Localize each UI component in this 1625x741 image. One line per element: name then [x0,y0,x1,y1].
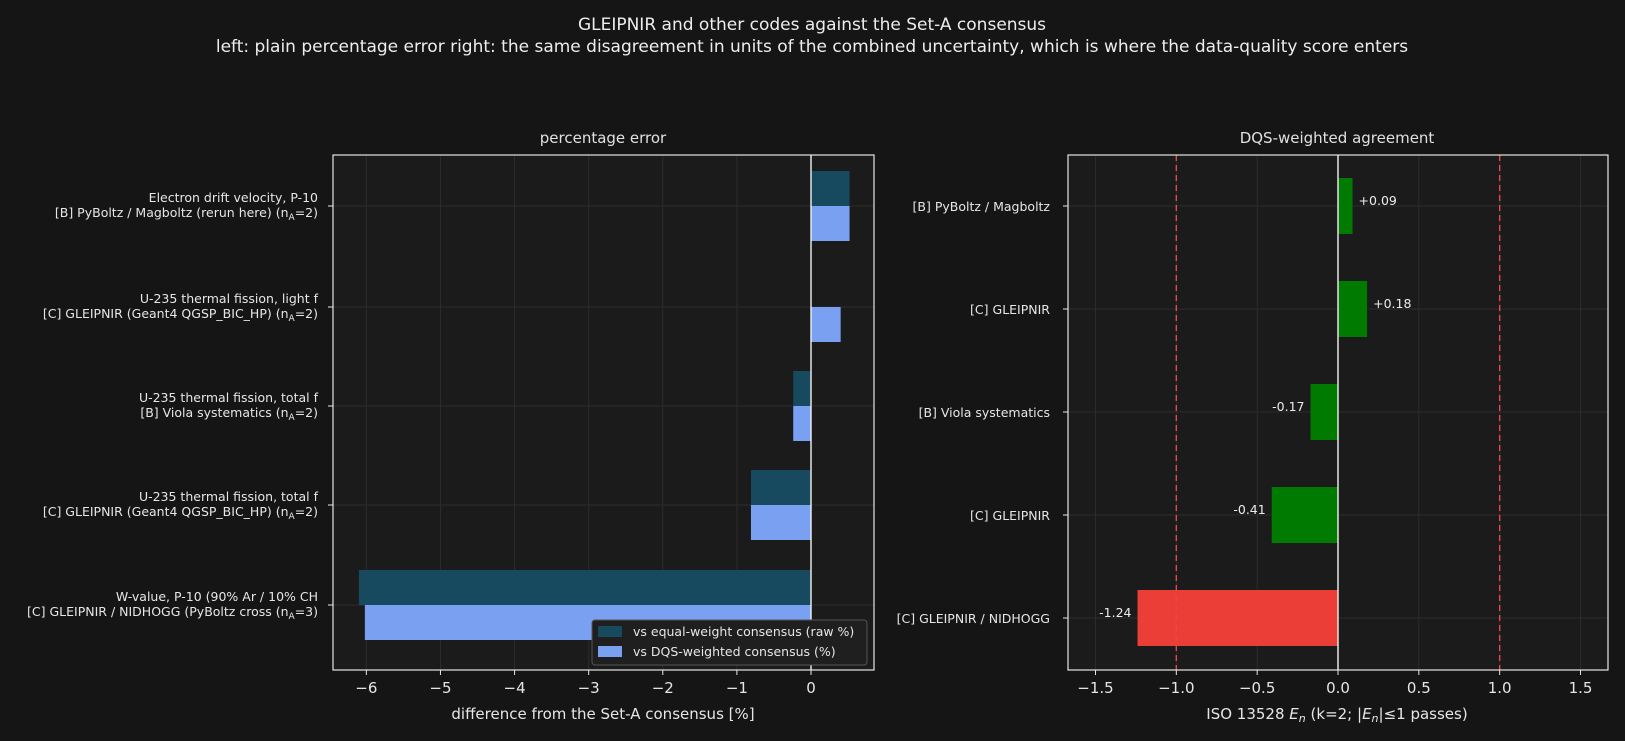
left-y-label-line2: [C] GLEIPNIR / NIDHOGG (PyBoltz cross (n… [27,604,318,622]
right-bar-4 [1137,590,1338,646]
left-y-label-line2: [B] PyBoltz / Magboltz (rerun here) (nA=… [55,205,318,223]
left-x-tick-label: −4 [504,679,526,697]
right-bar-value-label: -0.41 [1233,502,1265,517]
left-y-label-line2: [C] GLEIPNIR (Geant4 QGSP_BIC_HP) (nA=2) [43,306,318,324]
right-y-label-c-gleipnir: [C] GLEIPNIR [970,508,1050,523]
left-x-tick-label: −2 [652,679,674,697]
right-bar-1 [1338,281,1368,337]
left-bar-dqs-weighted-0 [811,206,850,241]
left-panel-title: percentage error [540,129,667,147]
legend-swatch-equal-weight [598,626,622,637]
legend: vs equal-weight consensus (raw %) vs DQS… [591,619,868,666]
left-bars [358,155,850,670]
left-x-tick-label: −1 [726,679,748,697]
legend-box [591,619,868,666]
figure-title: GLEIPNIR and other codes against the Set… [578,15,1046,35]
left-x-tick-label: 0 [806,679,816,697]
right-bars: +0.09 +0.18 -0.17 -0.41 -1.24 [1099,155,1501,670]
right-panel-title: DQS-weighted agreement [1240,129,1435,147]
right-x-tick-label: −0.5 [1239,679,1275,697]
left-bar-equal-weight-4 [358,570,812,605]
left-y-label-line1: W-value, P-10 (90% Ar / 10% CH [116,589,318,604]
figure-subtitle: left: plain percentage error right: the … [216,37,1408,57]
right-x-tick-labels: −1.5 −1.0 −0.5 0.0 0.5 1.0 1.5 [1077,670,1592,697]
left-x-tick-labels: −6 −5 −4 −3 −2 −1 0 [355,670,816,697]
right-bar-3 [1271,487,1338,543]
right-bar-value-label: -1.24 [1099,605,1131,620]
right-y-label-c-gleipnir: [C] GLEIPNIR [970,302,1050,317]
left-x-tick-label: −6 [355,679,377,697]
right-bar-value-label: -0.17 [1272,399,1304,414]
right-y-label-b-viola-systematics: [B] Viola systematics [919,405,1050,420]
right-x-axis-label: ISO 13528 En (k=2; |En|≤1 passes) [1206,705,1467,725]
left-bar-equal-weight-3 [750,470,812,505]
right-x-tick-label: 1.5 [1569,679,1593,697]
right-bar-2 [1310,384,1338,440]
left-x-tick-label: −5 [429,679,451,697]
legend-swatch-dqs-weighted [598,646,622,657]
right-bar-value-label: +0.18 [1373,296,1411,311]
right-y-tick-labels: [B] PyBoltz / Magboltz [C] GLEIPNIR [B] Vi… [897,199,1068,626]
left-y-label-line1: U-235 thermal fission, total f [139,390,319,405]
percentage-error-panel: percentage error Electron drift velocity… [27,129,875,723]
left-y-tick-labels: Electron drift velocity, P-10[B] PyBoltz… [27,190,333,622]
left-bar-dqs-weighted-1 [811,307,841,342]
left-bar-dqs-weighted-2 [793,406,812,441]
legend-label-dqs-weighted: vs DQS-weighted consensus (%) [633,644,836,659]
legend-label-equal-weight: vs equal-weight consensus (raw %) [633,624,854,639]
right-y-label-c-gleipnir-nidhogg: [C] GLEIPNIR / NIDHOGG [897,611,1050,626]
left-y-label-line2: [C] GLEIPNIR (Geant4 QGSP_BIC_HP) (nA=2) [43,504,318,522]
right-x-tick-label: −1.5 [1077,679,1113,697]
left-y-label-line1: U-235 thermal fission, light f [140,291,319,306]
right-plot-frame [1067,154,1609,671]
left-y-label-line1: U-235 thermal fission, total f [139,489,319,504]
right-x-tick-label: 0.0 [1326,679,1350,697]
dqs-agreement-panel: DQS-weighted agreement +0.09 +0.18 -0.17 -0… [897,129,1609,725]
left-x-axis-label: difference from the Set-A consensus [%] [451,705,754,723]
left-y-label-line2: [B] Viola systematics (nA=2) [140,405,318,423]
right-bar-0 [1338,178,1353,234]
left-bar-equal-weight-0 [811,171,850,206]
left-bar-dqs-weighted-3 [750,505,812,540]
right-bar-value-label: +0.09 [1359,193,1397,208]
right-x-tick-label: −1.0 [1158,679,1194,697]
left-y-label-line1: Electron drift velocity, P-10 [149,190,318,205]
left-plot-frame [332,154,875,671]
right-x-tick-label: 1.0 [1488,679,1512,697]
right-y-label-b-pyboltz-magboltz: [B] PyBoltz / Magboltz [913,199,1051,214]
right-x-tick-label: 0.5 [1407,679,1431,697]
left-x-tick-label: −3 [578,679,600,697]
left-bar-equal-weight-2 [793,371,812,406]
